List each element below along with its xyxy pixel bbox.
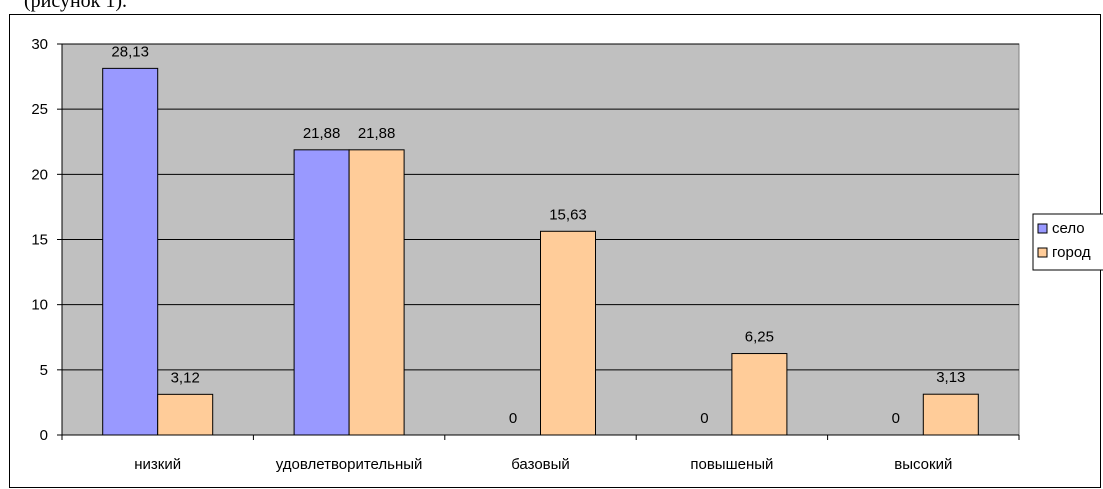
- x-tick-label: удовлетворительный: [276, 456, 423, 473]
- bar-gorod: [731, 353, 788, 436]
- bar-selo: [293, 149, 350, 436]
- preceding-text-fragment: (рисунок 1).: [24, 0, 128, 12]
- x-tick-label: высокий: [894, 456, 952, 473]
- legend-swatch: [1037, 223, 1048, 234]
- bars: [102, 67, 979, 436]
- y-tick-label: 20: [31, 166, 48, 183]
- y-tick-label: 25: [31, 101, 48, 118]
- axes: 0 5 10 15 20 25 30 низкий удовлетворительный базо…: [31, 36, 1020, 473]
- y-tick-label: 30: [31, 36, 48, 53]
- data-label: 0: [892, 410, 900, 427]
- data-label: 21,88: [358, 125, 396, 142]
- y-tick-label: 0: [40, 427, 48, 444]
- data-label: 21,88: [303, 125, 341, 142]
- data-label: 3,12: [171, 369, 200, 386]
- y-tick-label: 5: [40, 362, 48, 379]
- x-tick-label: низкий: [134, 456, 181, 473]
- x-tick-label: повышеный: [690, 456, 773, 473]
- legend: село город: [1032, 213, 1103, 271]
- bar-gorod: [922, 393, 979, 436]
- legend-label: село: [1052, 220, 1085, 237]
- bar-gorod: [540, 230, 596, 436]
- data-label: 6,25: [745, 329, 774, 346]
- legend-box: [1032, 213, 1103, 271]
- bar-gorod: [348, 149, 405, 436]
- legend-label: город: [1052, 244, 1091, 261]
- data-label: 28,13: [111, 43, 149, 60]
- x-tick-label: базовый: [511, 456, 570, 473]
- bar-gorod: [157, 393, 214, 436]
- y-tick-label: 10: [31, 297, 48, 314]
- legend-swatch: [1037, 247, 1048, 258]
- data-label: 0: [509, 410, 517, 427]
- data-labels: 28,13 3,12 21,88 21,88 0 15,63 0 6,25 0 3,13: [111, 43, 965, 427]
- y-tick-label: 15: [31, 232, 48, 249]
- data-label: 3,13: [936, 369, 965, 386]
- data-label: 0: [700, 410, 708, 427]
- data-label: 15,63: [549, 206, 587, 223]
- bar-selo: [102, 67, 159, 436]
